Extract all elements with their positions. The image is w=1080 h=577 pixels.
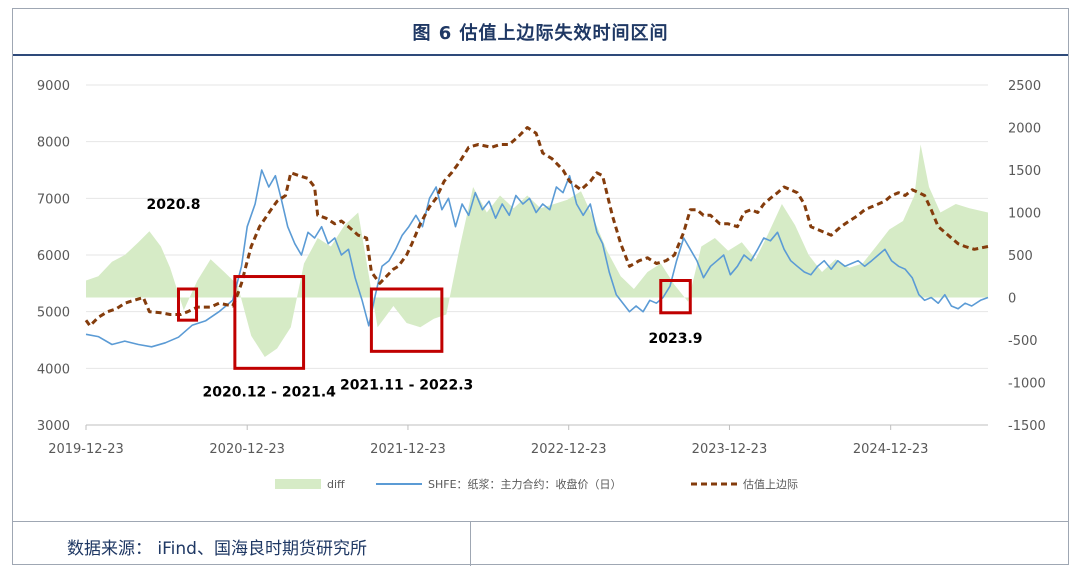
x-tick-label: 2019-12-23 [48,442,124,457]
legend-ceiling-label: 估值上边际 [743,478,798,491]
y-right-tick-label: 500 [1008,249,1033,264]
y-left-tick-label: 3000 [37,419,70,434]
source-text: 数据来源： iFind、国海良时期货研究所 [67,539,367,559]
chart-title: 图 6 估值上边际失效时间区间 [412,22,669,44]
y-left-tick-label: 4000 [37,362,70,377]
source-footer: 数据来源： iFind、国海良时期货研究所 [13,521,1068,566]
y-left-tick-label: 5000 [37,306,70,321]
y-right-tick-label: -500 [1008,334,1038,349]
legend: diff SHFE：纸浆：主力合约：收盘价（日） 估值上边际 [275,477,798,491]
annotation-box [369,287,444,353]
y-right-tick-label: 1000 [1008,207,1041,222]
series-lines [84,126,989,348]
legend-diff-label: diff [327,478,345,491]
y-right-tick-label: 2000 [1008,122,1041,137]
shfe-price-line [85,169,989,348]
y-axis-left: 9000 8000 7000 6000 5000 4000 3000 [37,79,70,434]
x-axis: 2019-12-23 2020-12-23 2021-12-23 2022-12-23… [48,425,928,457]
annotation-label: 2020.12 - 2021.4 [203,384,337,400]
y-left-tick-label: 8000 [37,136,70,151]
annotations: 2020.8 2020.12 - 2021.4 2021.11 - 2022.3 20… [147,197,703,400]
annotation-label: 2021.11 - 2022.3 [340,377,473,393]
chart-frame: 图 6 估值上边际失效时间区间 数据来源： iFind、国海良时期货研究所 [12,8,1069,566]
annotation-label: 2023.9 [648,331,702,347]
x-tick-label: 2020-12-23 [209,442,285,457]
y-right-tick-label: 1500 [1008,164,1041,179]
x-tick-label: 2023-12-23 [692,442,768,457]
annotation-label: 2020.8 [147,197,201,213]
y-left-tick-label: 9000 [37,79,70,94]
diff-area [86,144,988,357]
y-left-tick-label: 7000 [37,192,70,207]
x-tick-label: 2021-12-23 [370,442,446,457]
legend-diff-swatch [275,479,321,489]
y-right-tick-label: -1000 [1008,377,1046,392]
series-diff [86,144,988,357]
title-bar: 图 6 估值上边际失效时间区间 [13,9,1068,56]
ceiling-line [84,126,989,328]
y-left-tick-label: 6000 [37,249,70,264]
y-right-tick-label: 0 [1008,292,1016,307]
annotation-box [233,275,306,370]
annotation-box [659,279,692,315]
x-tick-label: 2022-12-23 [531,442,607,457]
y-axis-right: 2500 2000 1500 1000 500 0 -500 -1000 -1500 [1008,79,1046,434]
annotation-box [176,287,199,322]
x-tick-label: 2024-12-23 [853,442,929,457]
y-right-tick-label: 2500 [1008,79,1041,94]
source-cell: 数据来源： iFind、国海良时期货研究所 [13,522,471,566]
legend-shfe-label: SHFE：纸浆：主力合约：收盘价（日） [428,477,622,491]
y-right-tick-label: -1500 [1008,419,1046,434]
